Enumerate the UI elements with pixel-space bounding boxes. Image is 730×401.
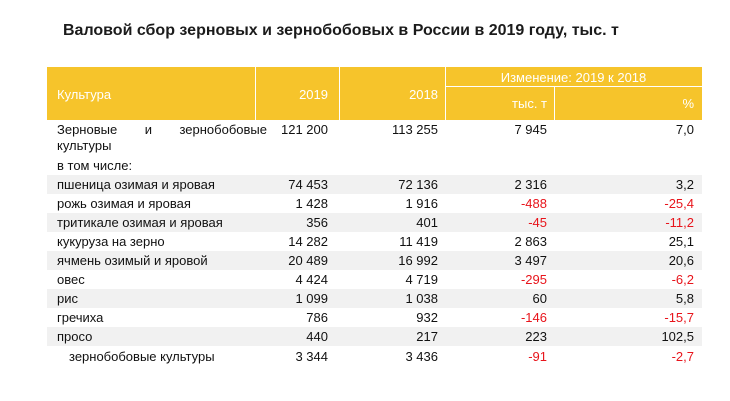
table-row: просо 440 217 223 102,5 (47, 327, 702, 346)
row-change-abs: -146 (520, 310, 547, 325)
header-divider (339, 67, 340, 120)
row-name: овес (57, 272, 85, 287)
row-value-2019: 356 (306, 215, 328, 230)
row-change-pct: 7,0 (675, 122, 694, 137)
row-value-2019: 1 099 (295, 291, 328, 306)
row-value-2019: 4 424 (295, 272, 328, 287)
row-name: пшеница озимая и яровая (57, 177, 215, 192)
row-name: в том числе: (57, 158, 133, 173)
table-row: тритикале озимая и яровая 356 401 -45 -11,2 (47, 213, 702, 232)
row-name: зернобобовые культуры (69, 349, 215, 364)
row-change-abs: 3 497 (514, 253, 547, 268)
table-row: рис 1 099 1 038 60 5,8 (47, 289, 702, 308)
row-value-2019: 440 (306, 329, 328, 344)
row-name: ячмень озимый и яровой (57, 253, 208, 268)
row-value-2019: 14 282 (288, 234, 328, 249)
row-name: Зерновые и зернобобовые культуры (57, 122, 267, 153)
page-title: Валовой сбор зерновых и зернобобовых в Р… (63, 22, 619, 39)
table-row: в том числе: (47, 156, 702, 175)
header-abs-unit: тыс. т (512, 96, 547, 111)
row-change-abs: -91 (528, 349, 547, 364)
table-row: рожь озимая и яровая 1 428 1 916 -488 -25,4 (47, 194, 702, 213)
row-value-2018: 72 136 (398, 177, 438, 192)
row-change-pct: 25,1 (668, 234, 694, 249)
row-value-2018: 3 436 (405, 349, 438, 364)
row-change-pct: 102,5 (661, 329, 694, 344)
row-name: рожь озимая и яровая (57, 196, 191, 211)
harvest-table: Культура 2019 2018 Изменение: 2019 к 201… (47, 67, 702, 367)
row-change-abs: 223 (525, 329, 547, 344)
header-divider (445, 67, 446, 120)
row-value-2019: 1 428 (295, 196, 328, 211)
table-row: овес 4 424 4 719 -295 -6,2 (47, 270, 702, 289)
row-value-2018: 217 (416, 329, 438, 344)
row-change-pct: 20,6 (668, 253, 694, 268)
row-change-pct: -11,2 (665, 215, 694, 230)
row-change-abs: -295 (520, 272, 547, 287)
table-row: кукуруза на зерно 14 282 11 419 2 863 25,1 (47, 232, 702, 251)
table-header: Культура 2019 2018 Изменение: 2019 к 201… (47, 67, 702, 120)
table-row: Зерновые и зернобобовые культуры 121 200 1… (47, 120, 702, 156)
table-row: пшеница озимая и яровая 74 453 72 136 2 316… (47, 175, 702, 194)
row-change-abs: 2 316 (514, 177, 547, 192)
row-name: кукуруза на зерно (57, 234, 165, 249)
header-divider (445, 86, 702, 87)
row-change-pct: 5,8 (675, 291, 694, 306)
table-row: ячмень озимый и яровой 20 489 16 992 3 497 2… (47, 251, 702, 270)
row-change-pct: -6,2 (671, 272, 694, 287)
table-row: гречиха 786 932 -146 -15,7 (47, 308, 702, 327)
row-value-2018: 1 038 (405, 291, 438, 306)
header-change: Изменение: 2019 к 2018 (500, 70, 647, 85)
header-divider (554, 86, 555, 120)
row-name: рис (57, 291, 78, 306)
row-value-2019: 786 (306, 310, 328, 325)
row-change-abs: 60 (532, 291, 547, 306)
row-value-2018: 113 255 (391, 122, 438, 137)
header-2018: 2018 (409, 87, 438, 102)
row-change-pct: -15,7 (664, 310, 694, 325)
row-change-pct: -2,7 (671, 349, 694, 364)
row-change-pct: 3,2 (675, 177, 694, 192)
table-row: зернобобовые культуры 3 344 3 436 -91 -2,7 (47, 346, 702, 367)
row-change-abs: 7 945 (514, 122, 547, 137)
row-change-abs: -45 (528, 215, 547, 230)
table-body: Зерновые и зернобобовые культуры 121 200 1… (47, 120, 702, 367)
row-change-pct: -25,4 (664, 196, 694, 211)
row-change-abs: 2 863 (514, 234, 547, 249)
row-name: гречиха (57, 310, 104, 325)
row-value-2019: 20 489 (288, 253, 328, 268)
row-value-2019: 3 344 (295, 349, 328, 364)
row-name: тритикале озимая и яровая (57, 215, 223, 230)
row-name: просо (57, 329, 93, 344)
row-value-2019: 74 453 (288, 177, 328, 192)
row-value-2018: 4 719 (405, 272, 438, 287)
row-value-2018: 932 (416, 310, 438, 325)
row-value-2019: 121 200 (281, 122, 328, 137)
row-value-2018: 1 916 (405, 196, 438, 211)
row-value-2018: 401 (416, 215, 438, 230)
header-culture: Культура (57, 87, 112, 102)
header-pct-unit: % (682, 96, 694, 111)
header-2019: 2019 (299, 87, 328, 102)
row-value-2018: 11 419 (399, 234, 438, 249)
row-change-abs: -488 (520, 196, 547, 211)
row-value-2018: 16 992 (398, 253, 438, 268)
header-divider (255, 67, 256, 120)
